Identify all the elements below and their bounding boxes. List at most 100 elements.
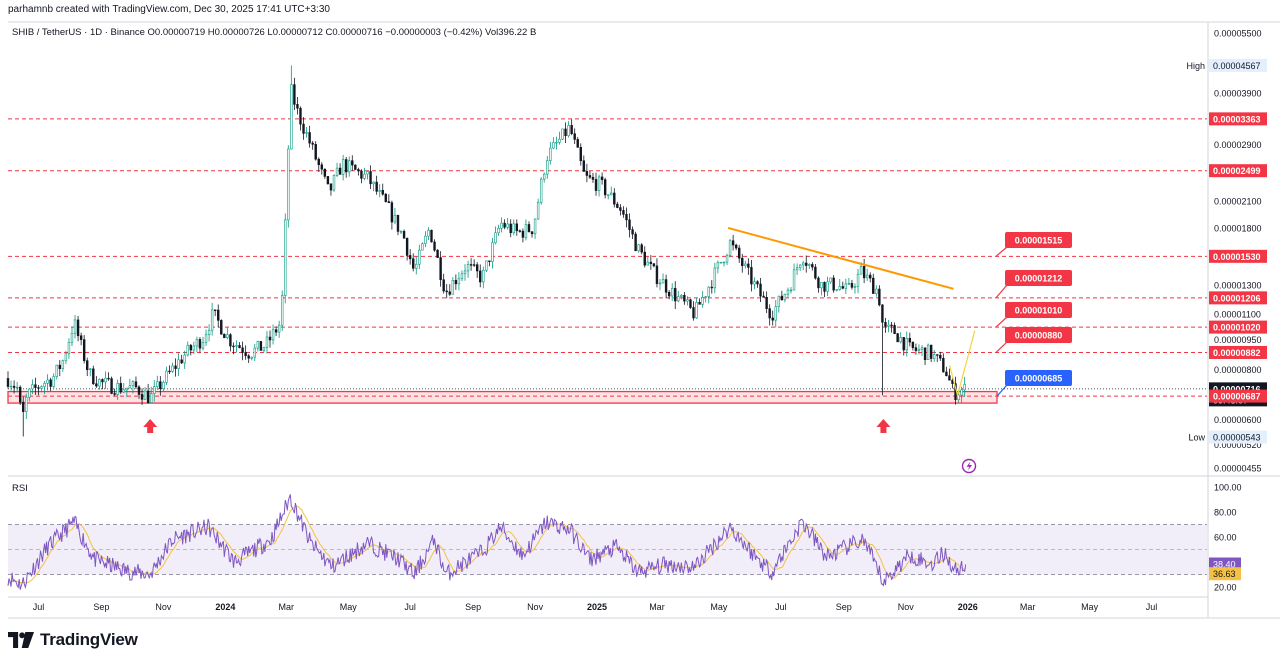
candle-body: [826, 281, 829, 292]
candle-body: [719, 261, 723, 264]
candle-body: [914, 347, 918, 351]
candle-body: [744, 263, 747, 266]
candle-body: [110, 378, 113, 394]
candle-body: [326, 176, 330, 185]
candle-body: [573, 133, 576, 140]
candle-body: [149, 393, 153, 403]
callout-label-box[interactable]: [1005, 327, 1072, 343]
projection-path[interactable]: [948, 330, 976, 398]
candle-body: [692, 307, 695, 319]
callout-label-box[interactable]: [1005, 232, 1072, 248]
candle-body: [649, 261, 653, 264]
time-axis-tick: Mar: [279, 602, 295, 612]
candle-body: [6, 378, 10, 387]
candle-body: [393, 214, 397, 223]
price-tag[interactable]: [1209, 164, 1267, 178]
candle-body: [722, 261, 726, 264]
arrow-up-icon[interactable]: [876, 419, 891, 433]
time-axis-tick: 2024: [215, 602, 235, 612]
price-tag[interactable]: [1209, 112, 1267, 126]
price-axis-tick: 0.00002900: [1214, 140, 1262, 150]
candle-body: [378, 189, 381, 192]
time-axis-tick: Nov: [155, 602, 172, 612]
candle-body: [445, 290, 448, 293]
arrow-up-icon[interactable]: [143, 419, 158, 433]
rsi-line[interactable]: [7, 494, 967, 590]
price-tag[interactable]: [1209, 291, 1267, 305]
candle-body: [594, 179, 598, 191]
candle-body: [320, 164, 324, 170]
price-tag-text: 0.00000882: [1213, 348, 1261, 358]
candle-body: [646, 261, 650, 266]
candle-body: [801, 262, 805, 266]
callout-connector: [996, 384, 1008, 397]
rsi-pane: [7, 494, 1207, 590]
candle-body: [22, 401, 25, 412]
price-tag[interactable]: [1209, 249, 1267, 263]
candlestick-series: [6, 65, 966, 437]
candle-body: [643, 251, 646, 266]
candle-body: [686, 299, 689, 302]
candle-body: [244, 352, 247, 357]
candle-body: [281, 295, 284, 326]
candle-body: [887, 324, 890, 327]
candle-body: [37, 387, 40, 389]
candle-body: [792, 269, 796, 291]
candle-body: [335, 167, 339, 176]
descending-trendline[interactable]: [727, 226, 954, 290]
candle-body: [485, 260, 488, 271]
candle-body: [713, 267, 717, 289]
candle-body: [430, 229, 433, 243]
candle-body: [287, 148, 290, 221]
support-zone[interactable]: [7, 390, 998, 404]
candle-body: [79, 335, 83, 340]
price-tag[interactable]: [1209, 389, 1267, 403]
candle-body: [271, 329, 275, 341]
candle-body: [747, 263, 750, 268]
candle-body: [317, 158, 320, 166]
candle-body: [143, 390, 147, 400]
candle-body: [296, 104, 299, 109]
candle-body: [12, 385, 16, 388]
rsi-ma-tag[interactable]: [1209, 567, 1241, 581]
candle-body: [546, 160, 549, 175]
candle-body: [902, 337, 905, 351]
extreme-tag-label: High: [1186, 61, 1205, 71]
candle-body: [213, 309, 217, 311]
candle-body: [323, 168, 327, 177]
candle-body: [137, 386, 141, 395]
rsi-title: RSI: [12, 483, 28, 494]
candle-body: [884, 321, 887, 327]
candle-body: [905, 337, 908, 351]
candle-body: [567, 125, 570, 137]
candle-body: [9, 385, 13, 388]
price-tag[interactable]: [1209, 345, 1267, 359]
tradingview-brand[interactable]: TradingView: [8, 630, 138, 650]
candle-body: [421, 243, 424, 251]
candle-body: [247, 355, 250, 359]
callout-label-box[interactable]: [1005, 302, 1072, 318]
candle-body: [284, 219, 287, 296]
candle-body: [314, 143, 317, 160]
callout-label-box[interactable]: [1005, 370, 1072, 386]
callout-label-text: 0.00000880: [1015, 331, 1063, 341]
candle-body: [235, 345, 238, 347]
candle-body: [844, 283, 848, 289]
candle-body: [415, 263, 418, 269]
horizontal-levels: [8, 118, 1207, 353]
candle-body: [734, 244, 738, 249]
candle-body: [140, 394, 144, 400]
candle-body: [76, 319, 80, 337]
candle-body: [171, 365, 174, 372]
callout-label-box[interactable]: [1005, 270, 1072, 286]
candle-body: [835, 289, 838, 291]
candle-body: [832, 277, 835, 291]
candle-body: [899, 337, 902, 343]
time-axis-tick: Jul: [404, 602, 416, 612]
candle-body: [698, 302, 701, 305]
lightning-icon[interactable]: [961, 458, 977, 474]
candle-body: [341, 159, 345, 175]
candle-body: [622, 210, 625, 215]
price-tag[interactable]: [1209, 320, 1267, 334]
